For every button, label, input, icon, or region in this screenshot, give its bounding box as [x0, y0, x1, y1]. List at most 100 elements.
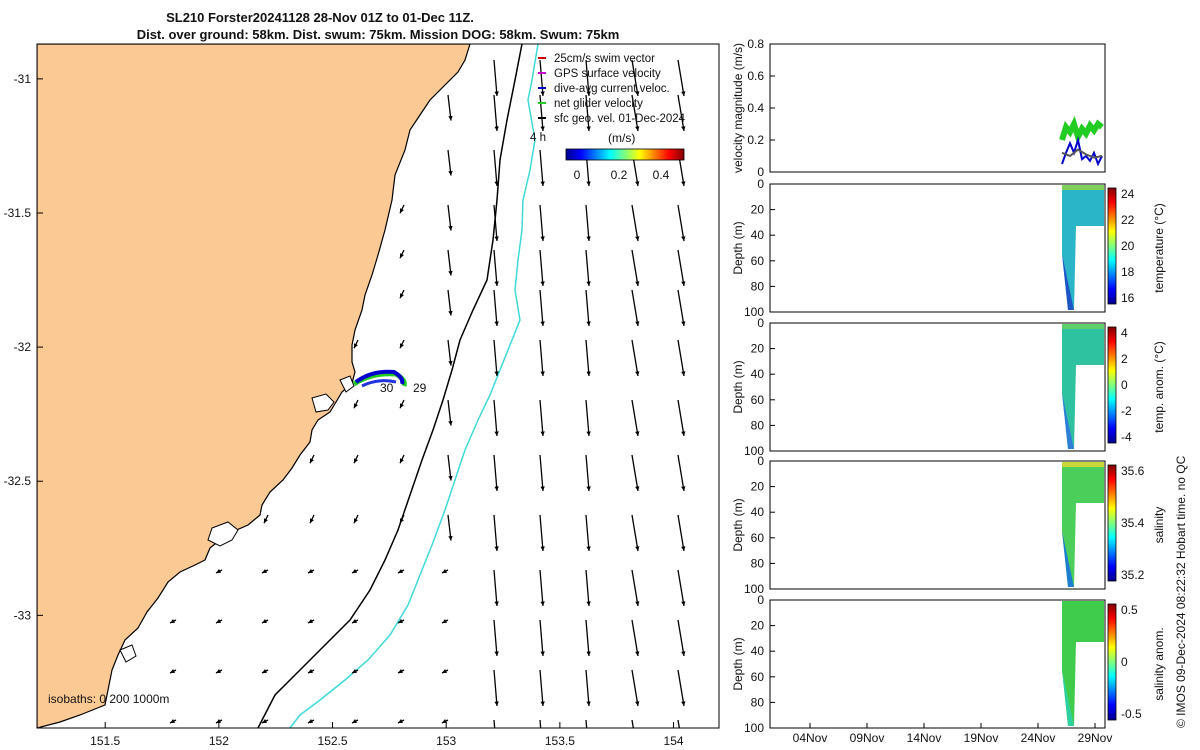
current-arrowhead — [216, 719, 221, 723]
y-tick-label: 0.8 — [747, 37, 764, 51]
current-arrow — [493, 149, 498, 187]
y-tick-label: 40 — [751, 228, 765, 242]
profile-surface-band — [1062, 324, 1104, 330]
current-arrow — [539, 514, 544, 552]
lon-tick-label: 151.5 — [90, 734, 120, 748]
current-arrow — [585, 619, 590, 657]
current-arrowhead — [494, 546, 499, 551]
current-arrowhead — [310, 458, 314, 464]
current-arrowhead — [494, 486, 499, 491]
current-arrowhead — [540, 281, 545, 286]
current-arrowhead — [540, 651, 545, 656]
current-arrowhead — [354, 343, 358, 349]
current-arrowhead — [448, 270, 453, 276]
current-arrowhead — [540, 126, 545, 131]
current-arrow — [631, 514, 639, 552]
current-arrowhead — [586, 486, 591, 491]
current-arrowhead — [308, 619, 313, 623]
current-arrow — [631, 669, 639, 707]
speed-colorbar — [565, 148, 685, 161]
y-tick-label: 60 — [751, 670, 765, 684]
depth-ylabel: Depth (m) — [731, 360, 745, 413]
current-arrowhead — [494, 181, 499, 186]
lat-tick-label: -32.5 — [4, 474, 32, 488]
current-arrowhead — [400, 343, 404, 349]
current-arrow — [677, 454, 685, 492]
current-arrowhead — [681, 486, 686, 491]
current-arrowhead — [494, 281, 499, 286]
profile-axes — [769, 183, 1106, 313]
current-arrowhead — [400, 458, 404, 464]
lon-tick-label: 152.5 — [318, 734, 348, 748]
current-arrow — [539, 249, 544, 287]
profile-surface-band — [1062, 462, 1104, 468]
current-arrow — [493, 569, 498, 607]
current-arrowhead — [262, 569, 267, 573]
colorbar-tick-label: -4 — [1121, 430, 1132, 444]
y-tick-label: 40 — [751, 367, 765, 381]
title-line-1: SL210 Forster20241128 28-Nov 01Z to 01-D… — [166, 10, 474, 25]
current-arrowhead — [448, 535, 453, 541]
profile-surface-band — [1062, 185, 1104, 191]
current-arrowhead — [586, 431, 591, 436]
colorbar-tick-label: 4 — [1121, 326, 1128, 340]
lon-tick-label: 154 — [664, 734, 684, 748]
current-arrow — [539, 289, 544, 327]
colorbar-tick: 0.2 — [611, 168, 628, 182]
current-arrow — [539, 569, 544, 607]
isobath-200m — [257, 44, 523, 728]
footer-credit: © IMOS 09-Dec-2024 08:22:32 Hobart time.… — [1174, 455, 1188, 728]
current-arrow — [677, 94, 685, 132]
track-label-29: 29 — [413, 381, 427, 395]
y-tick-label: 60 — [751, 531, 765, 545]
legend-label: net glider velocity — [554, 98, 643, 110]
current-arrowhead — [494, 601, 499, 606]
current-arrow — [677, 204, 685, 242]
profile-data-swath — [1062, 606, 1104, 726]
velocity-series-line — [1059, 116, 1104, 145]
colorbar-tick: 0 — [574, 168, 581, 182]
coastal-lake — [119, 644, 137, 663]
y-tick-label: 20 — [751, 203, 765, 217]
current-arrowhead — [354, 403, 358, 409]
current-arrowhead — [540, 236, 545, 241]
current-arrow — [539, 454, 544, 492]
current-arrowhead — [635, 651, 640, 656]
x-tick-label: 09Nov — [850, 731, 885, 745]
current-arrowhead — [442, 669, 447, 673]
x-tick-label: 24Nov — [1021, 731, 1056, 745]
y-tick-label: 20 — [751, 619, 765, 633]
colorbar-tick-label: 22 — [1121, 213, 1135, 227]
current-arrow — [677, 249, 685, 287]
glider-track: 30 29 — [352, 369, 427, 395]
current-arrow — [539, 59, 544, 97]
current-arrowhead — [264, 518, 268, 524]
current-arrow — [585, 204, 590, 242]
current-arrowhead — [398, 569, 403, 573]
y-tick-label: 0 — [757, 316, 764, 330]
current-arrow — [585, 94, 590, 132]
current-arrowhead — [400, 293, 404, 299]
current-arrowhead — [354, 518, 358, 524]
current-arrowhead — [586, 651, 591, 656]
legend-label: sfc geo. vel. 01-Dec-2024 — [554, 113, 686, 125]
current-arrowhead — [586, 236, 591, 241]
current-arrowhead — [216, 569, 221, 573]
current-arrow — [631, 204, 639, 242]
current-arrowhead — [586, 321, 591, 326]
current-arrowhead — [540, 431, 545, 436]
current-arrowhead — [308, 669, 313, 673]
current-arrow — [493, 94, 498, 132]
profile-colorbar — [1107, 326, 1117, 444]
current-arrowhead — [635, 431, 640, 436]
coastal-lake — [311, 393, 335, 413]
current-arrowhead — [216, 669, 221, 673]
colorbar-tick-label: 20 — [1121, 239, 1135, 253]
current-arrow — [539, 149, 544, 187]
current-arrowhead — [448, 475, 453, 481]
colorbar-tick: 0.4 — [653, 168, 670, 182]
x-tick-label: 14Nov — [907, 731, 942, 745]
current-arrowhead — [635, 321, 640, 326]
colorbar-tick-label: -0.5 — [1121, 707, 1142, 721]
current-arrowhead — [681, 701, 686, 706]
